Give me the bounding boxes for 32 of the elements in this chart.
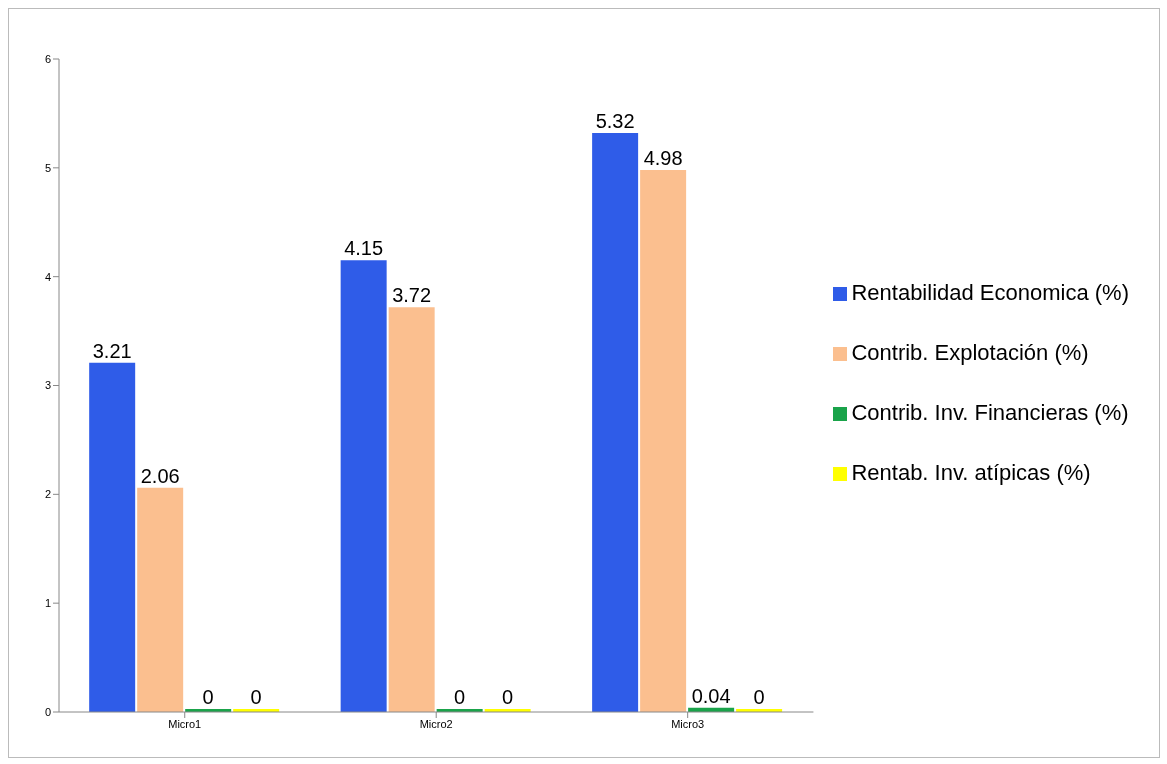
data-label: 3.72 bbox=[392, 284, 432, 307]
y-tick-label: 0 bbox=[44, 705, 51, 718]
y-tick-label: 3 bbox=[44, 379, 51, 392]
x-tick-label: Micro2 bbox=[419, 717, 453, 730]
data-label: 2.06 bbox=[140, 464, 180, 487]
legend-label: Rentab. Inv. atípicas (%) bbox=[851, 460, 1091, 485]
x-tick-label: Micro1 bbox=[168, 717, 202, 730]
data-label: 0 bbox=[753, 686, 765, 708]
x-tick-label: Micro3 bbox=[671, 717, 705, 730]
data-label: 0 bbox=[502, 686, 514, 708]
bar bbox=[640, 170, 687, 712]
y-tick-label: 2 bbox=[44, 488, 51, 501]
y-tick-label: 5 bbox=[44, 161, 51, 174]
bar bbox=[592, 133, 639, 712]
legend-label: Contrib. Explotación (%) bbox=[851, 340, 1089, 365]
data-label: 3.21 bbox=[92, 339, 132, 362]
bar bbox=[137, 487, 184, 712]
bar bbox=[388, 307, 435, 712]
data-label: 4.15 bbox=[344, 237, 384, 260]
bar bbox=[340, 260, 387, 712]
data-label: 0.04 bbox=[691, 684, 731, 707]
bar bbox=[89, 362, 136, 712]
data-label: 0 bbox=[454, 686, 466, 708]
data-label: 5.32 bbox=[595, 110, 635, 133]
legend-label: Rentabilidad Economica (%) bbox=[851, 280, 1129, 305]
y-tick-label: 6 bbox=[44, 52, 51, 65]
y-tick-label: 4 bbox=[44, 270, 51, 283]
data-label: 0 bbox=[202, 686, 214, 708]
data-label: 4.98 bbox=[643, 147, 683, 170]
legend-label: Contrib. Inv. Financieras (%) bbox=[851, 400, 1129, 425]
data-label: 0 bbox=[250, 686, 262, 708]
y-tick-label: 1 bbox=[44, 597, 51, 610]
